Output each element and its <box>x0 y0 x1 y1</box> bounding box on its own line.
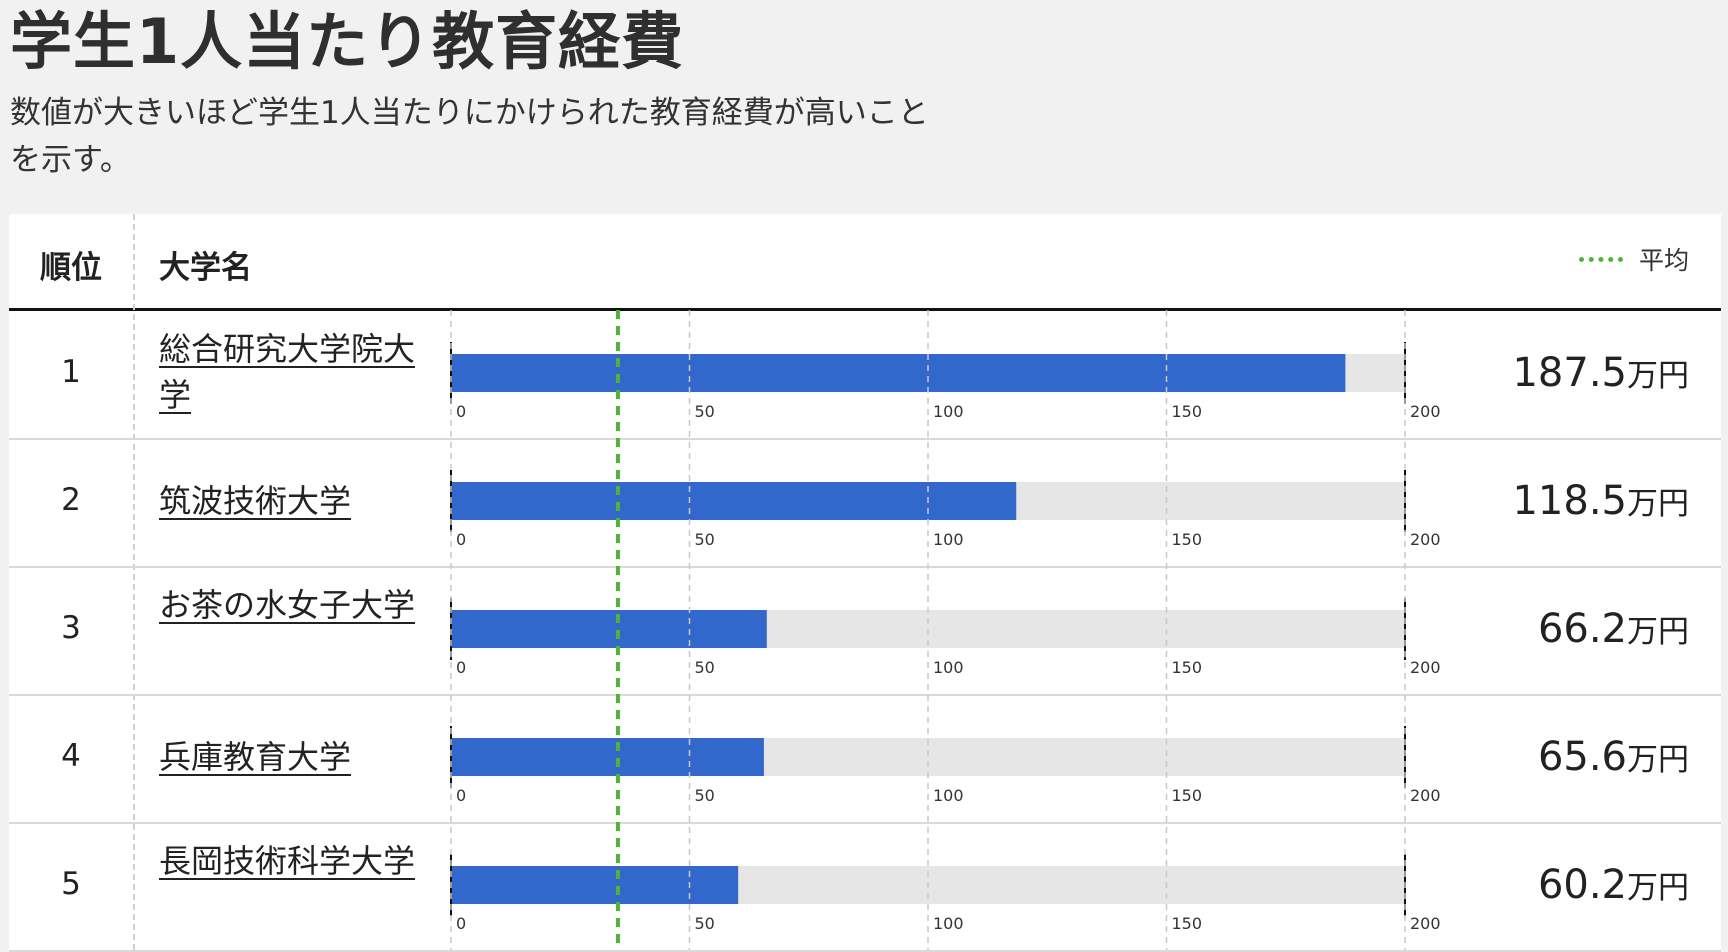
value-label: 60.2万円 <box>1538 862 1689 908</box>
tick-label: 50 <box>695 402 715 421</box>
value-number: 65.6 <box>1537 734 1627 780</box>
bar <box>451 866 739 904</box>
average-legend-swatch <box>1578 256 1623 262</box>
value-unit: 万円 <box>1627 358 1689 394</box>
tick-label: 50 <box>695 786 715 805</box>
tick-label: 200 <box>1410 658 1441 677</box>
tick-label: 50 <box>695 914 715 933</box>
column-divider <box>133 214 135 950</box>
tick-label: 150 <box>1172 914 1203 933</box>
tick-label: 0 <box>456 914 466 933</box>
university-link[interactable]: 長岡技術科学大学 <box>159 842 416 880</box>
tick-label: 150 <box>1172 402 1203 421</box>
value-number: 60.2 <box>1537 862 1627 908</box>
value-unit: 万円 <box>1627 742 1689 778</box>
ranking-panel: 順位 大学名 平均 1 総合研究大学院大学 187.5万円 2 筑波技術大学 118.5万… <box>9 214 1721 952</box>
page-subtitle: 数値が大きいほど学生1人当たりにかけられた教育経費が高いことを示す。 <box>10 95 929 178</box>
value-label: 187.5万円 <box>1512 350 1689 396</box>
bar <box>451 482 1017 520</box>
tick-label: 0 <box>456 402 466 421</box>
page-title: 学生1人当たり教育経費 <box>10 5 685 78</box>
rank-number: 2 <box>61 482 81 518</box>
bar <box>451 738 764 776</box>
value-unit: 万円 <box>1627 486 1689 522</box>
value-unit: 万円 <box>1627 870 1689 906</box>
tick-label: 200 <box>1410 530 1441 549</box>
bar <box>451 610 767 648</box>
tick-label: 100 <box>933 786 964 805</box>
university-link[interactable]: 筑波技術大学 <box>159 482 352 520</box>
university-link[interactable]: 総合研究大学院大学 <box>159 330 416 414</box>
value-label: 118.5万円 <box>1512 478 1689 524</box>
bar <box>451 354 1346 392</box>
tick-label: 100 <box>933 402 964 421</box>
tick-label: 50 <box>695 530 715 549</box>
rank-number: 3 <box>61 610 81 646</box>
tick-label: 150 <box>1172 658 1203 677</box>
value-unit: 万円 <box>1627 614 1689 650</box>
table-row: 4 兵庫教育大学 65.6万円 <box>9 694 1721 824</box>
value-number: 118.5 <box>1512 478 1627 524</box>
tick-label: 100 <box>933 658 964 677</box>
tick-label: 0 <box>456 786 466 805</box>
university-link[interactable]: お茶の水女子大学 <box>159 586 416 624</box>
university-link[interactable]: 兵庫教育大学 <box>159 738 352 776</box>
tick-label: 150 <box>1172 786 1203 805</box>
rank-number: 1 <box>61 354 81 390</box>
tick-label: 200 <box>1410 786 1441 805</box>
value-number: 187.5 <box>1512 350 1627 396</box>
value-number: 66.2 <box>1537 606 1627 652</box>
tick-label: 0 <box>456 658 466 677</box>
tick-label: 50 <box>695 658 715 677</box>
tick-label: 100 <box>933 914 964 933</box>
tick-label: 200 <box>1410 402 1441 421</box>
tick-label: 200 <box>1410 914 1441 933</box>
tick-label: 150 <box>1172 530 1203 549</box>
header-university-name: 大学名 <box>159 250 252 286</box>
bar-chart: 0 50 100 150 200 0 50 100 150 200 0 50 100 150 200 0 50 1… <box>450 310 1441 950</box>
rank-number: 4 <box>61 738 81 774</box>
tick-label: 0 <box>456 530 466 549</box>
rank-number: 5 <box>61 866 81 902</box>
legend: 平均 <box>1578 242 1689 276</box>
table-row: 1 総合研究大学院大学 187.5万円 <box>9 310 1721 440</box>
legend-average-label: 平均 <box>1638 246 1689 275</box>
table-header: 順位 大学名 平均 <box>9 214 1721 311</box>
value-label: 65.6万円 <box>1538 734 1689 780</box>
tick-label: 100 <box>933 530 964 549</box>
table-row: 3 お茶の水女子大学 66.2万円 <box>9 566 1721 696</box>
header-rank: 順位 <box>40 250 102 286</box>
value-label: 66.2万円 <box>1538 606 1689 652</box>
table-row: 2 筑波技術大学 118.5万円 <box>9 438 1721 568</box>
